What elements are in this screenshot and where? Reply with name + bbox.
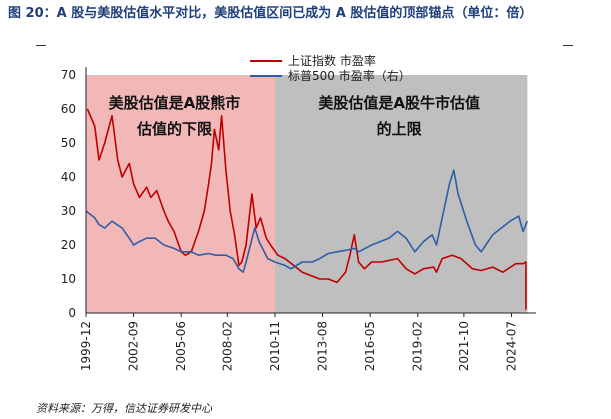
chart-regions [86,75,528,313]
x-tick-label: 1999-12 [79,321,93,371]
y-tick-label: 60 [61,102,76,116]
region-0-label-0: 美股估值是A股熊市 [109,94,241,112]
y-tick-label: 0 [68,306,76,320]
region-1 [274,75,528,313]
y-tick-label: 20 [61,238,76,252]
figure-title: 图 20：A 股与美股估值水平对比，美股估值区间已成为 A 股估值的顶部锚点（单… [8,6,533,21]
y-tick-label: 70 [61,68,76,82]
region-1-label-0: 美股估值是A股牛市估值 [318,94,480,112]
x-tick-label: 2021-10 [457,321,471,371]
region-0-label-1: 估值的下限 [136,120,212,138]
y-tick-label: 40 [61,170,76,184]
x-tick-label: 2005-06 [174,321,188,371]
region-1-label-1: 的上限 [377,120,422,138]
legend-label-1: 标普500 市盈率（右） [288,68,411,83]
chart-axes: 0 10 20 30 40 50 60 70 1999-12 2002-09 2005-06 2008… [61,67,536,371]
x-tick-label: 2002-09 [127,321,141,371]
x-tick-label: 2024-07 [504,321,518,371]
region-0 [86,75,275,313]
x-tick-label: 2016-05 [363,321,377,371]
y-tick-label: 10 [61,272,76,286]
top-right-dash [563,45,573,46]
series-line-0 [86,108,527,310]
x-tick-label: 2010-11 [268,321,282,371]
legend-label-0: 上证指数 市盈率 [288,53,376,68]
series-line-1 [85,169,529,273]
x-tick-label: 2013-08 [316,321,330,371]
chart-lines [85,108,529,310]
y-tick-label: 30 [61,204,76,218]
x-tick-label: 2008-02 [220,321,234,371]
y-tick-label: 50 [61,136,76,150]
top-left-dash [36,45,46,46]
source-note: 资料来源：万得，信达证券研发中心 [36,402,212,415]
x-tick-label: 2019-02 [411,321,425,371]
